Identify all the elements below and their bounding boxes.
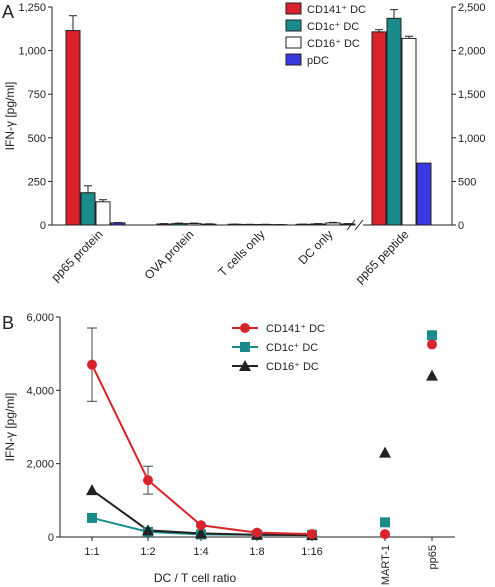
bar-cd141 [156, 223, 172, 226]
bar-cd141 [371, 31, 387, 226]
y-tick-label-left: 750 [28, 89, 46, 101]
point-cd141 [87, 359, 97, 370]
point-cd16 [195, 527, 207, 539]
point-cd141 [196, 520, 206, 531]
panel-label-a: A [2, 2, 14, 22]
point-cd16 [379, 446, 391, 458]
x-tick-label: MART-1 [380, 545, 392, 585]
x-tick-label: 1:4 [193, 546, 208, 558]
category-label: DC only [296, 227, 336, 267]
point-cd1c [427, 330, 437, 341]
bar-pdc [416, 162, 432, 226]
y-tick-label-right: 2,000 [458, 46, 486, 58]
category-label: T cells only [215, 227, 267, 279]
legend-marker-cd141 [240, 323, 250, 333]
y-tick-label: 4,000 [26, 385, 54, 397]
y-tick-label-left: 500 [28, 133, 46, 145]
point-cd16 [426, 369, 438, 381]
legend-swatch-cd1c [285, 19, 302, 32]
bar-cd16 [401, 37, 417, 226]
panel-b-line-chart: B IFN-γ [pg/ml] 0 2,000 4,000 6,000 1:1 1:2 1:4 1… [2, 312, 455, 585]
point-cd1c [87, 512, 97, 523]
point-cd141 [143, 475, 153, 486]
y-tick-label-right: 2,500 [458, 2, 486, 14]
legend-swatch-pdc [285, 53, 302, 66]
y-tick-label: 6,000 [26, 312, 54, 324]
legend-label-cd141: CD141⁺ DC [307, 4, 366, 16]
bar-cd1c [386, 17, 402, 226]
bar-cd1c [171, 223, 187, 226]
legend-label-cd1c: CD1c⁺ DC [307, 21, 359, 33]
legend-label-cd16: CD16⁺ DC [307, 38, 360, 50]
x-tick-label: 1:2 [140, 546, 155, 558]
bar-cd1c [310, 223, 326, 226]
legend-label-cd16: CD16⁺ DC [266, 361, 319, 373]
bar-cd1c [80, 192, 96, 226]
category-label: OVA protein [142, 227, 197, 282]
legend-marker-cd1c [240, 342, 250, 352]
y-tick-label-right: 1,000 [458, 133, 486, 145]
legend-label-cd1c: CD1c⁺ DC [266, 342, 318, 354]
panel-a-bar-chart: A IFN-γ [pg/ml] 0 250 500 750 1,000 1,250 0 500 1,… [2, 2, 486, 286]
bar-pdc [340, 223, 356, 226]
bar-cd16 [95, 201, 111, 226]
x-tick-label: 1:16 [301, 546, 322, 558]
point-cd16 [142, 524, 154, 536]
point-cd141 [252, 527, 262, 538]
y-tick-label-left: 250 [28, 176, 46, 188]
y-tick-label: 0 [48, 532, 54, 544]
y-tick-label-left: 1,250 [18, 2, 46, 14]
series-line-cd141 [91, 364, 313, 536]
point-cd141 [307, 529, 317, 540]
point-cd16 [86, 484, 98, 496]
bar-pdc [110, 222, 126, 226]
legend-swatch-cd16 [285, 36, 302, 49]
legend-label-pdc: pDC [307, 55, 329, 67]
x-axis-label: DC / T cell ratio [154, 571, 237, 585]
category-label: pp65 peptide [353, 227, 412, 286]
y-tick-label-left: 1,000 [18, 46, 46, 58]
y-tick-label: 2,000 [26, 459, 54, 471]
legend-label-cd141: CD141⁺ DC [266, 323, 325, 335]
axis-break-mark [354, 219, 364, 231]
y-axis-label: IFN-γ [pg/ml] [3, 393, 17, 462]
category-label: pp65 protein [49, 227, 106, 284]
bar-cd16 [325, 222, 341, 226]
y-axis-label: IFN-γ [pg/ml] [3, 82, 17, 151]
legend-swatch-cd141 [285, 2, 302, 15]
point-cd1c [380, 517, 390, 528]
y-tick-label-right: 1,500 [458, 89, 486, 101]
bar-cd16 [186, 223, 202, 226]
point-cd141 [427, 339, 437, 350]
y-tick-label-right: 500 [458, 176, 476, 188]
panel-label-b: B [2, 313, 14, 333]
x-tick-label: 1:1 [84, 546, 99, 558]
point-cd141 [380, 529, 390, 540]
y-tick-label-left: 0 [40, 220, 46, 232]
x-tick-label: pp65 [427, 545, 439, 569]
legend-marker-cd16 [239, 360, 251, 371]
x-tick-label: 1:8 [249, 546, 264, 558]
y-tick-label-right: 0 [458, 220, 464, 232]
bar-cd141 [65, 30, 81, 226]
